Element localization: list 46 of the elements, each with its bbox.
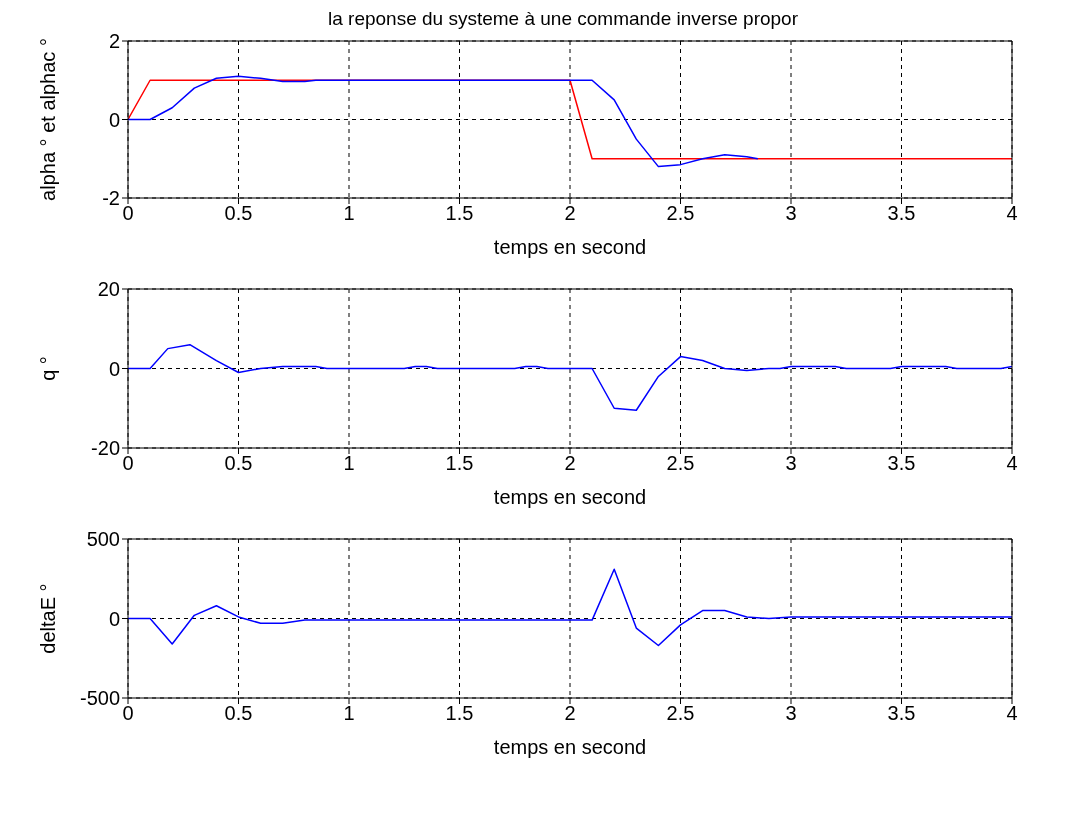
x-tick-label: 3.5 [887, 702, 916, 725]
x-axis-title: temps en second [493, 236, 647, 258]
x-tick-label: 0 [122, 702, 134, 725]
y-tick-label: -500 [79, 687, 120, 710]
x-tick-label: 4 [1006, 202, 1018, 225]
y-axis-title: deltaE ° [37, 583, 60, 654]
line-series [128, 343, 1012, 411]
y-tick-label: 0 [108, 607, 120, 630]
x-tick-label: 0 [122, 202, 134, 225]
x-tick-label: 2.5 [666, 202, 695, 225]
x-tick-label: 1.5 [445, 702, 474, 725]
x-tick-label: 4 [1006, 452, 1018, 475]
x-tick-label: 1 [343, 702, 355, 725]
x-axis-title: temps en second [493, 486, 647, 508]
y-tick-label: 2 [108, 30, 120, 53]
x-tick-label: 0.5 [224, 452, 253, 475]
y-tick-label: 20 [97, 278, 120, 301]
chart-title: la reponse du systeme à une commande inverse propor [327, 8, 799, 31]
line-series [128, 75, 759, 168]
x-tick-label: 1 [343, 202, 355, 225]
x-tick-label: 4 [1006, 702, 1018, 725]
x-tick-label: 1.5 [445, 202, 474, 225]
x-tick-label: 2 [564, 202, 576, 225]
y-tick-label: -20 [91, 437, 120, 460]
x-tick-label: 2 [564, 702, 576, 725]
y-tick-label: -2 [102, 187, 120, 210]
x-tick-label: 2 [564, 452, 576, 475]
y-axis-title: alpha ° et alphac ° [37, 38, 60, 201]
x-tick-label: 1 [343, 452, 355, 475]
x-axis-title: temps en second [493, 736, 647, 758]
y-tick-label: 0 [108, 357, 120, 380]
x-tick-label: 0 [122, 452, 134, 475]
x-tick-label: 3.5 [887, 452, 916, 475]
x-tick-label: 3.5 [887, 202, 916, 225]
x-tick-label: 1.5 [445, 452, 474, 475]
x-tick-label: 3 [785, 452, 797, 475]
x-tick-label: 3 [785, 202, 797, 225]
y-tick-label: 500 [86, 528, 120, 551]
y-axis-title: q ° [37, 356, 60, 381]
x-tick-label: 0.5 [224, 702, 253, 725]
x-tick-label: 0.5 [224, 202, 253, 225]
x-tick-label: 2.5 [666, 452, 695, 475]
line-series [128, 568, 1012, 647]
y-tick-label: 0 [108, 108, 120, 131]
x-tick-label: 3 [785, 702, 797, 725]
x-tick-label: 2.5 [666, 702, 695, 725]
